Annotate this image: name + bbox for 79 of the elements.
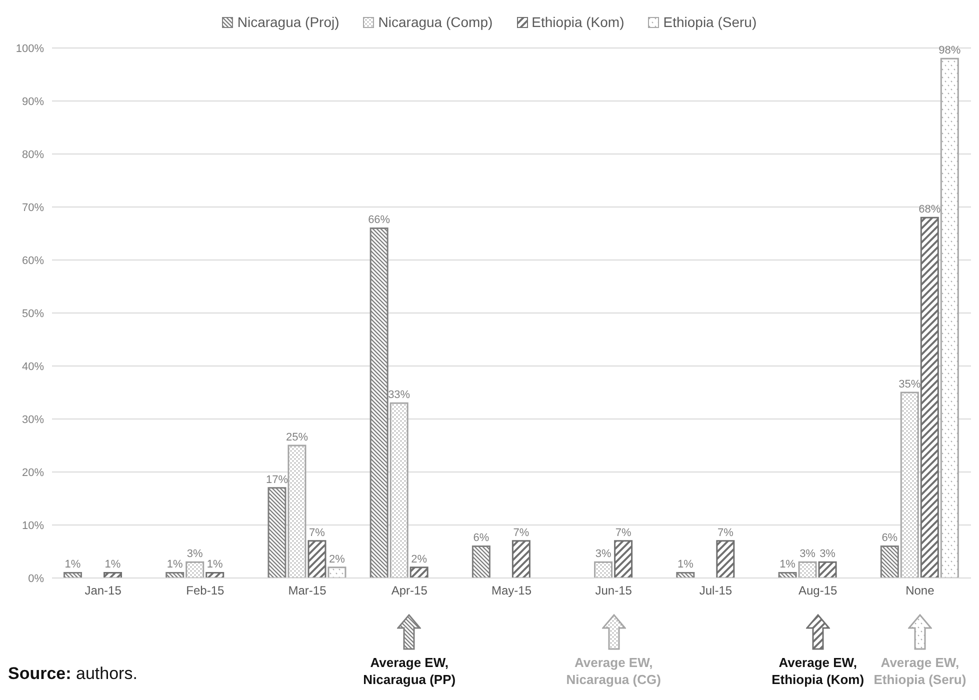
text: Average EW, Nicaragua (PP) bbox=[362, 654, 457, 688]
bar bbox=[328, 566, 346, 578]
data-label: 1% bbox=[677, 558, 694, 571]
data-label: 33% bbox=[388, 389, 410, 402]
data-label: 17% bbox=[266, 474, 288, 486]
x-tick-label: Aug-15 bbox=[798, 584, 838, 598]
text: Average EW, Ethiopia (Kom) bbox=[772, 655, 864, 687]
y-tick-label: 80% bbox=[22, 148, 44, 161]
data-label: 1% bbox=[64, 558, 81, 571]
bar bbox=[676, 572, 695, 578]
bar bbox=[410, 566, 428, 578]
bar bbox=[940, 58, 959, 578]
bar bbox=[104, 572, 122, 578]
data-label: 3% bbox=[186, 548, 204, 560]
data-label: 1% bbox=[780, 558, 796, 571]
data-label: 7% bbox=[717, 526, 734, 539]
y-tick-label: 0% bbox=[28, 572, 44, 585]
y-tick-label: 90% bbox=[22, 96, 44, 108]
data-label: 2% bbox=[411, 553, 428, 566]
x-tick-label: Jul-15 bbox=[699, 584, 732, 598]
bar bbox=[614, 540, 633, 578]
data-label: 7% bbox=[615, 526, 632, 539]
y-tick-label: 10% bbox=[22, 520, 44, 532]
data-label: 25% bbox=[286, 432, 308, 444]
x-tick-label: Jan-15 bbox=[84, 584, 122, 598]
data-label: 2% bbox=[329, 553, 346, 566]
bar bbox=[268, 487, 286, 578]
legend-label: Ethiopia (Kom) bbox=[530, 14, 624, 30]
bar bbox=[880, 545, 899, 578]
y-tick-label: 100% bbox=[16, 42, 44, 55]
bar bbox=[390, 402, 408, 578]
x-tick-label: None bbox=[906, 584, 935, 598]
bar bbox=[288, 444, 306, 578]
data-label: 6% bbox=[473, 532, 490, 544]
x-tick-label: May-15 bbox=[491, 584, 532, 598]
x-tick-label: Jun-15 bbox=[595, 584, 632, 598]
bar bbox=[594, 561, 613, 578]
data-label: 3% bbox=[800, 548, 816, 560]
bar bbox=[900, 392, 919, 578]
x-tick-label: Mar-15 bbox=[288, 584, 327, 598]
text: Average EW, Ethiopia (Seru) bbox=[874, 655, 966, 687]
data-label: 7% bbox=[513, 526, 530, 539]
bar bbox=[64, 572, 82, 578]
bar bbox=[716, 540, 735, 578]
y-tick-label: 40% bbox=[22, 360, 44, 373]
legend-label: Nicaragua (Proj) bbox=[236, 14, 340, 30]
data-label: 1% bbox=[104, 558, 121, 571]
y-tick-label: 20% bbox=[22, 466, 44, 479]
data-label: 3% bbox=[595, 548, 612, 560]
bar bbox=[308, 540, 326, 578]
y-tick-label: 70% bbox=[22, 202, 44, 214]
bar bbox=[920, 216, 939, 578]
data-label: 98% bbox=[938, 44, 961, 57]
data-label: 3% bbox=[820, 548, 836, 560]
bar bbox=[206, 572, 224, 578]
legend-label: Nicaragua (Comp) bbox=[377, 14, 493, 30]
bar bbox=[370, 227, 388, 578]
data-label: 1% bbox=[166, 558, 184, 571]
data-label: 6% bbox=[882, 532, 898, 544]
bar bbox=[818, 561, 837, 578]
bar bbox=[472, 545, 490, 578]
data-label: 66% bbox=[368, 214, 390, 226]
data-label: 68% bbox=[918, 204, 941, 216]
y-tick-label: 30% bbox=[22, 414, 44, 426]
data-label: 7% bbox=[309, 526, 326, 539]
text: Average EW, Nicaragua (CG) bbox=[565, 654, 662, 688]
bar bbox=[166, 572, 184, 578]
bar bbox=[778, 572, 797, 578]
x-tick-label: Feb-15 bbox=[186, 584, 224, 598]
y-tick-label: 60% bbox=[22, 254, 44, 267]
data-label: 35% bbox=[898, 378, 921, 390]
y-tick-label: 50% bbox=[22, 308, 44, 320]
bar bbox=[798, 561, 817, 578]
legend-label: Ethiopia (Seru) bbox=[662, 14, 757, 30]
bar bbox=[186, 561, 204, 578]
data-label: 1% bbox=[206, 558, 224, 571]
bar bbox=[512, 540, 530, 578]
x-tick-label: Apr-15 bbox=[391, 584, 428, 598]
source-note: Source: authors. bbox=[8, 664, 138, 684]
